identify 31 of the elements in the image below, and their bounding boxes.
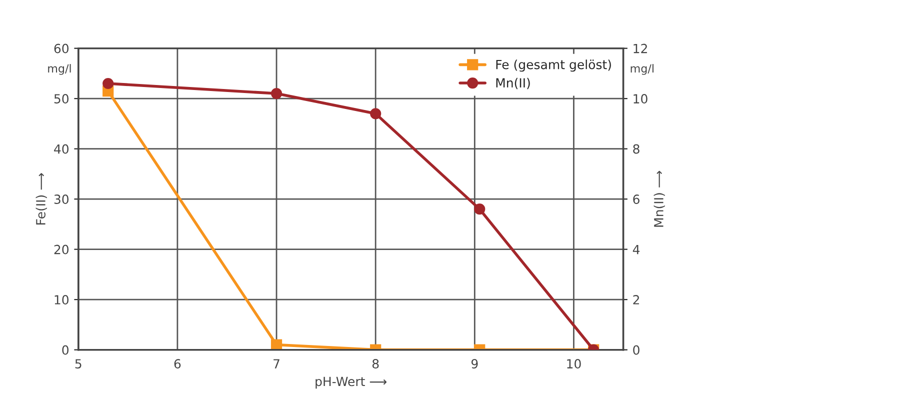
y-tick-label: 50 (54, 94, 69, 104)
y2-tick-label: 4 (632, 244, 640, 254)
y-tick-label: 60 (54, 44, 69, 54)
x-tick-label: 5 (75, 359, 82, 369)
y-tick-label: 10 (54, 295, 69, 304)
legend-label: Fe (gesamt gelöst) (496, 60, 611, 72)
y-tick-label: 0 (62, 345, 69, 355)
x-axis-title: pH-Wert ⟶ (316, 376, 387, 389)
y2-tick-label: 2 (633, 295, 639, 304)
x-tick-label: 9 (471, 359, 478, 369)
y2-tick-label: 0 (633, 345, 640, 355)
x-tick-label: 10 (567, 359, 581, 369)
x-tick-label: 7 (274, 359, 280, 368)
point (270, 88, 282, 100)
text: mg/l (630, 64, 654, 75)
point (474, 204, 486, 215)
y2-tick-label: 8 (633, 144, 640, 154)
y-tick-label: 40 (54, 144, 69, 154)
point (370, 108, 382, 120)
text: mg/l (48, 64, 71, 75)
legend-label: Mn(II) (496, 78, 530, 90)
y2-tick-label: 12 (634, 44, 647, 54)
y-tick-label: 20 (54, 244, 69, 254)
x-tick-label: 6 (174, 359, 181, 369)
y2-tick-label: 10 (634, 94, 648, 104)
y-tick-label: 30 (54, 194, 69, 204)
y-axis-title: Fe(II) ⟶ (36, 173, 47, 224)
y2-tick-label: 6 (633, 194, 640, 204)
point (102, 78, 114, 90)
x-tick-label: 8 (372, 359, 379, 369)
y2-axis-title: Mn(II) ⟶ (654, 170, 665, 227)
